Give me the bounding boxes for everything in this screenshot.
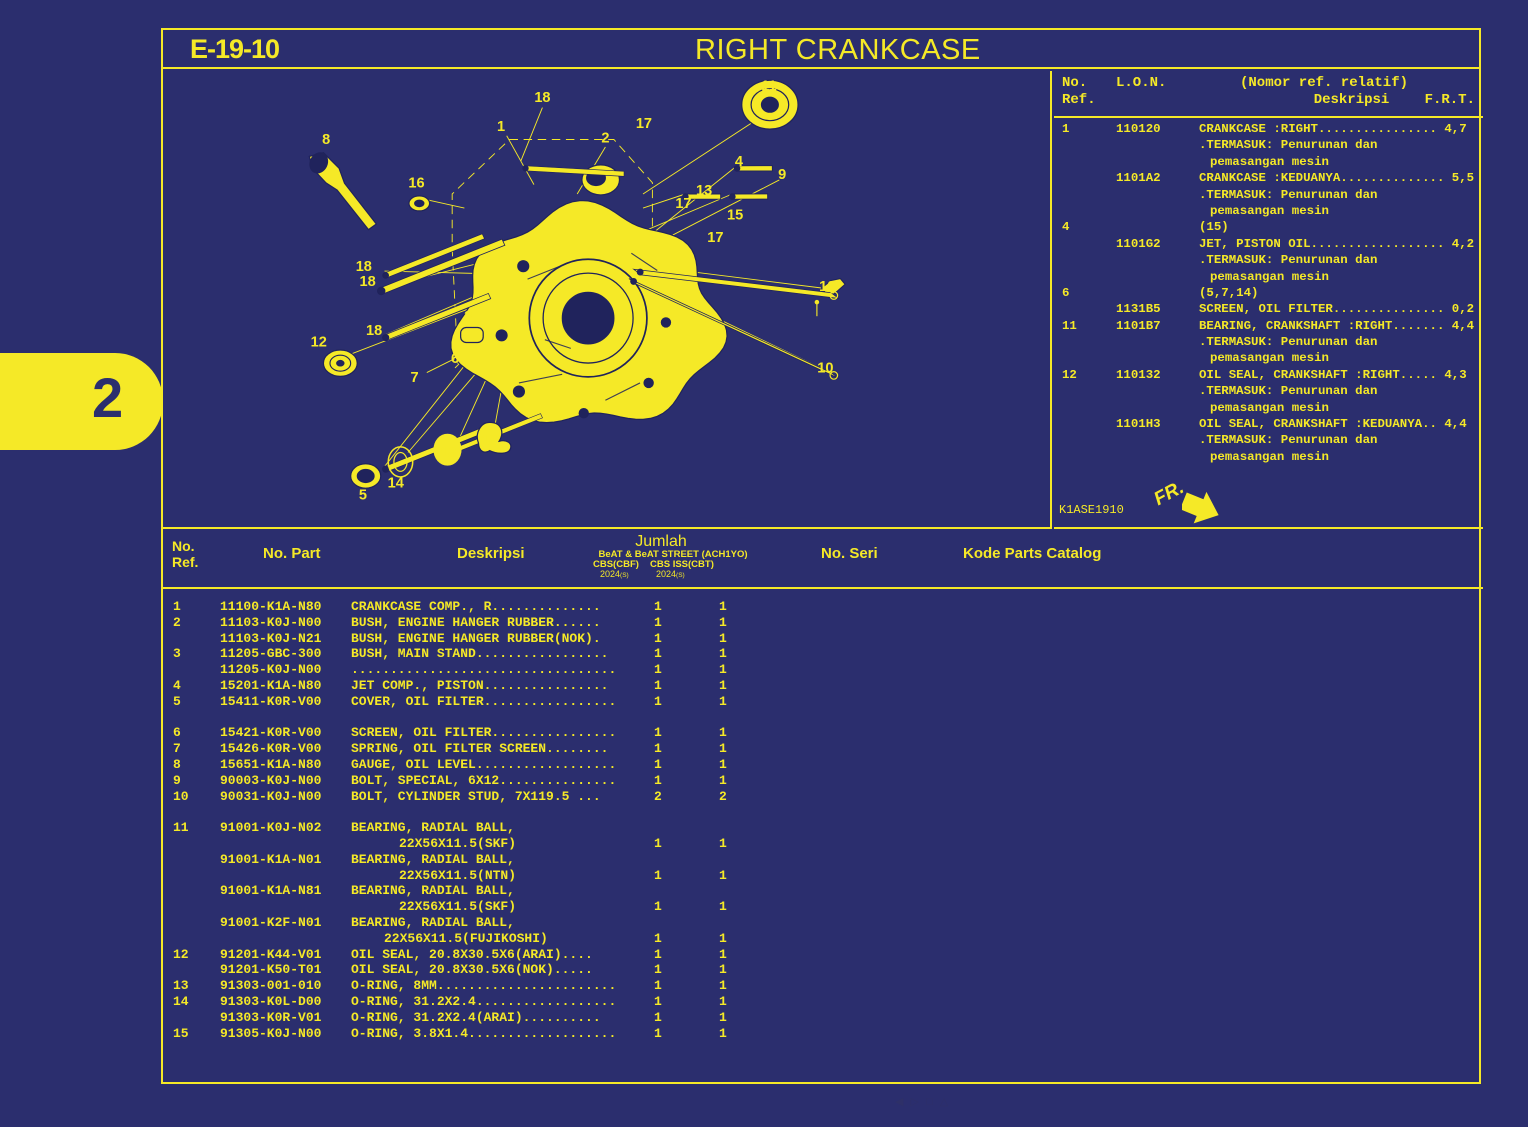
svg-text:17: 17 <box>675 196 691 212</box>
svg-text:10: 10 <box>817 361 833 377</box>
svg-text:8: 8 <box>322 132 330 148</box>
svg-text:18: 18 <box>356 259 372 275</box>
svg-text:17: 17 <box>707 230 723 246</box>
svg-text:14: 14 <box>388 475 405 491</box>
svg-text:1: 1 <box>497 119 505 135</box>
svg-text:18: 18 <box>534 90 550 106</box>
svg-text:9: 9 <box>778 167 786 183</box>
svg-text:4: 4 <box>735 154 744 170</box>
svg-text:13: 13 <box>696 183 712 199</box>
svg-text:2: 2 <box>601 130 609 146</box>
svg-text:18: 18 <box>440 445 456 461</box>
svg-text:18: 18 <box>366 323 382 339</box>
svg-text:18: 18 <box>481 433 497 449</box>
svg-text:10: 10 <box>819 279 835 295</box>
svg-text:6: 6 <box>451 351 459 367</box>
svg-text:18: 18 <box>359 274 375 290</box>
svg-text:17: 17 <box>636 116 652 132</box>
svg-text:16: 16 <box>408 175 424 191</box>
svg-text:15: 15 <box>727 207 743 223</box>
svg-text:7: 7 <box>411 370 419 386</box>
svg-text:5: 5 <box>359 488 367 504</box>
svg-text:12: 12 <box>311 334 327 350</box>
svg-text:11: 11 <box>761 79 776 95</box>
svg-text:3: 3 <box>464 309 472 325</box>
